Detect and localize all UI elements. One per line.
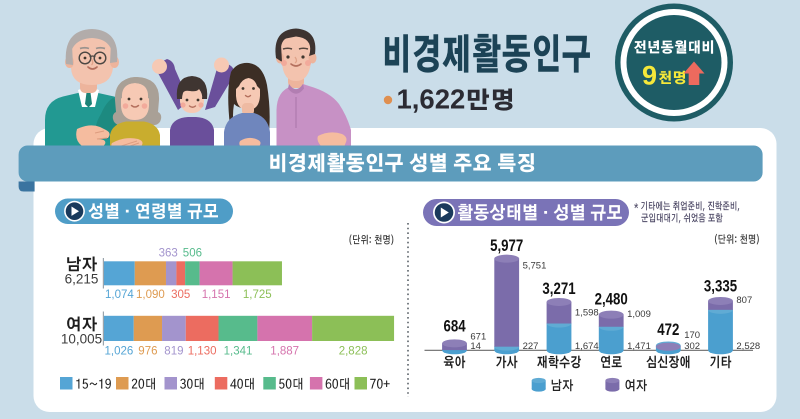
svg-text:9: 9 [642, 61, 657, 91]
svg-text:1,009: 1,009 [627, 309, 651, 320]
svg-text:1,598: 1,598 [575, 308, 599, 319]
svg-text:10,005: 10,005 [61, 332, 102, 347]
svg-text:1,026: 1,026 [105, 346, 134, 358]
svg-text:5,977: 5,977 [490, 237, 523, 256]
svg-text:506: 506 [183, 248, 202, 260]
svg-text:14: 14 [470, 341, 481, 352]
svg-text:1,471: 1,471 [627, 341, 651, 352]
svg-text:1,622: 1,622 [397, 84, 466, 115]
svg-text:5,751: 5,751 [523, 261, 547, 272]
svg-text:807: 807 [736, 295, 752, 306]
svg-text:1,725: 1,725 [243, 289, 272, 301]
svg-text:472: 472 [657, 321, 679, 340]
svg-text:1,074: 1,074 [105, 289, 134, 301]
svg-text:2,828: 2,828 [339, 346, 368, 358]
svg-text:6,215: 6,215 [65, 272, 99, 287]
svg-text:363: 363 [159, 248, 178, 260]
svg-text:1,887: 1,887 [270, 346, 299, 358]
svg-text:3,335: 3,335 [704, 277, 738, 296]
svg-text:976: 976 [138, 346, 157, 358]
svg-text:671: 671 [470, 331, 486, 342]
svg-text:1,674: 1,674 [575, 341, 599, 352]
svg-text:302: 302 [684, 341, 700, 352]
svg-text:305: 305 [171, 289, 190, 301]
svg-text:1,341: 1,341 [224, 346, 253, 358]
svg-text:2,528: 2,528 [736, 341, 760, 352]
svg-text:684: 684 [443, 317, 466, 336]
svg-text:1,090: 1,090 [136, 289, 165, 301]
svg-text:2,480: 2,480 [595, 290, 628, 309]
svg-text:1,151: 1,151 [202, 289, 231, 301]
svg-text:227: 227 [523, 341, 539, 352]
svg-text:170: 170 [684, 330, 700, 341]
svg-text:3,271: 3,271 [542, 280, 576, 299]
svg-text:819: 819 [164, 346, 183, 358]
svg-text:1,130: 1,130 [188, 346, 217, 358]
